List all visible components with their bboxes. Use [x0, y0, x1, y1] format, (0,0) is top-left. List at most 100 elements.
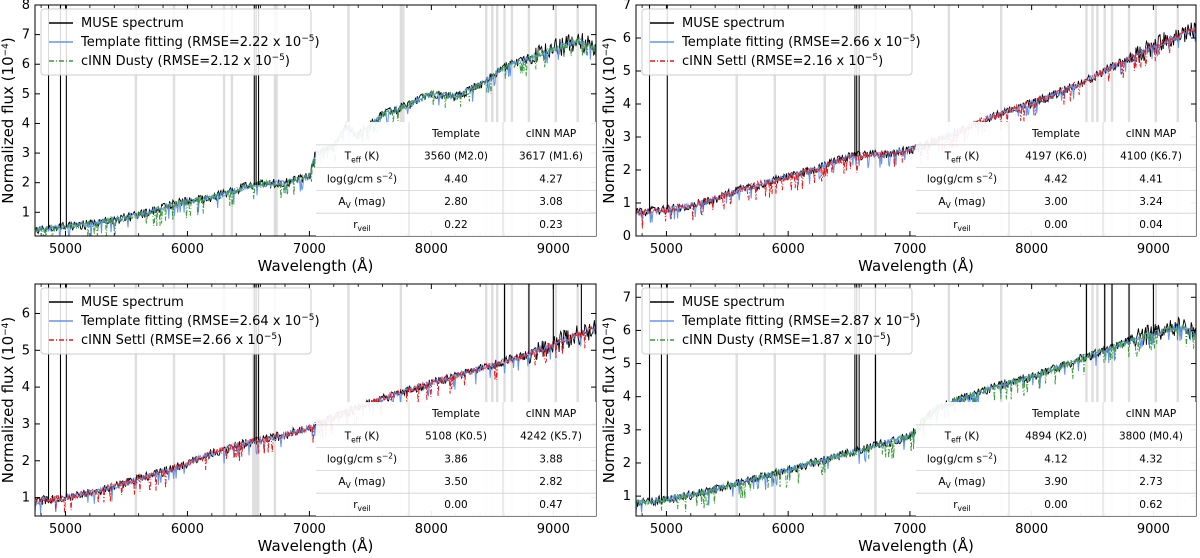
masked-band [1000, 284, 1003, 516]
table-cinn-value: 3800 (M0.4) [1119, 431, 1183, 443]
table-cinn-value: 3.88 [539, 453, 562, 465]
table-cinn-value: 3.08 [539, 196, 562, 208]
axes-frame [34, 4, 597, 237]
x-tick-label: 6000 [772, 242, 805, 257]
table-template-value: 4.40 [444, 173, 467, 185]
y-tick-label: 6 [22, 57, 30, 72]
legend: MUSE spectrum Template fitting (RMSE=2.22… [40, 8, 320, 76]
x-axis-label: Wavelength (Å) [258, 536, 374, 554]
table-background [316, 122, 596, 236]
y-tick-label: 5 [22, 87, 30, 102]
table-param-label: Teff (K) [344, 431, 380, 445]
table-param-label: AV (mag) [338, 476, 385, 490]
x-tick-label: 8000 [415, 242, 448, 257]
x-tick-label: 7000 [293, 522, 326, 537]
x-tick-label: 9000 [537, 522, 570, 537]
table-template-value: 0.00 [444, 499, 467, 511]
y-tick-label: 1 [623, 489, 631, 504]
plot-area [35, 284, 596, 516]
x-tick-label: 5000 [49, 242, 82, 257]
parameter-table: Template cINN MAP Teff (K) 5108 (K0.5) 4242 … [316, 402, 596, 516]
table-background [916, 122, 1196, 236]
y-tick-label: 3 [623, 423, 631, 438]
x-tick-label: 9000 [1137, 242, 1170, 257]
legend-label: MUSE spectrum [682, 16, 785, 31]
chart-panel-top-right: 5000 6000 7000 8000 9000 0 1 2 3 4 5 6 7 Wavelength (… [600, 0, 1197, 275]
legend-label: Template fitting (RMSE=2.22 x 10−5) [80, 34, 320, 50]
table-cinn-value: 4100 (K6.7) [1120, 151, 1182, 163]
x-tick-label: 7000 [293, 242, 326, 257]
x-tick-label: 5000 [49, 522, 82, 537]
parameter-table: Template cINN MAP Teff (K) 4197 (K6.0) 4100 … [916, 122, 1196, 236]
y-tick-label: 7 [623, 290, 631, 305]
table-template-value: 3.90 [1044, 476, 1067, 488]
masked-band [252, 284, 255, 516]
masked-band [347, 284, 350, 516]
x-axis-label: Wavelength (Å) [858, 256, 974, 275]
masked-band [1176, 5, 1179, 236]
legend-label: cINN Settl (RMSE=2.66 x 10−5) [81, 332, 282, 348]
legend-box [40, 8, 312, 76]
masked-band [273, 284, 277, 516]
x-tick-label: 6000 [171, 242, 204, 257]
masked-band [1096, 284, 1099, 516]
masked-band [347, 5, 350, 236]
x-tick-label: 8000 [1015, 522, 1048, 537]
masked-band [735, 5, 738, 236]
masked-band [773, 284, 776, 516]
y-tick-label: 2 [22, 454, 30, 469]
table-template-value: 4894 (K2.0) [1025, 431, 1087, 443]
table-cinn-value: 3.24 [1139, 196, 1163, 208]
y-tick-label: 4 [623, 97, 631, 112]
x-tick-label: 9000 [537, 242, 570, 257]
table-template-value: 4.42 [1044, 173, 1067, 185]
masked-band [399, 5, 403, 236]
masked-band [1091, 284, 1094, 516]
axes-frame [34, 283, 597, 517]
y-tick-label: 5 [623, 357, 631, 372]
masked-band [1085, 5, 1088, 236]
masked-band [576, 284, 579, 516]
masked-band [773, 5, 776, 236]
x-tick-label: 6000 [772, 522, 805, 537]
table-template-value: 3.50 [444, 476, 467, 488]
y-tick-label: 0 [623, 229, 631, 244]
y-tick-label: 3 [22, 417, 30, 432]
table-template-value: 0.00 [1044, 219, 1067, 231]
parameter-table: Template cINN MAP Teff (K) 3560 (M2.0) 3617 … [316, 122, 596, 236]
table-param-label: log(g/cm s−2) [327, 451, 397, 465]
table-param-label: rveil [353, 499, 371, 513]
series-cinn-model [35, 325, 596, 513]
table-cinn-value: 2.73 [1139, 476, 1162, 488]
series-cinn-model [35, 36, 596, 236]
x-tick-label: 9000 [1137, 522, 1170, 537]
legend: MUSE spectrum Template fitting (RMSE=2.87… [641, 287, 921, 355]
table-header: cINN MAP [1126, 128, 1177, 140]
y-axis-label: Normalized flux (10−4) [600, 317, 618, 484]
table-header: Template [431, 408, 480, 420]
masked-band [1103, 5, 1106, 236]
masked-band [222, 5, 226, 236]
table-template-value: 0.00 [1044, 499, 1067, 511]
masked-band [222, 284, 226, 516]
table-param-label: AV (mag) [338, 196, 385, 210]
masked-band [273, 5, 277, 236]
masked-band [527, 5, 531, 236]
legend-label: Template fitting (RMSE=2.64 x 10−5) [80, 313, 320, 329]
y-tick-label: 1 [22, 491, 30, 506]
table-param-label: rveil [953, 219, 971, 233]
y-tick-label: 1 [623, 196, 631, 211]
masked-band [823, 284, 826, 516]
series-muse-spectrum [35, 320, 596, 506]
y-tick-label: 8 [22, 0, 30, 13]
y-tick-label: 4 [22, 380, 30, 395]
y-tick-label: 6 [22, 306, 30, 321]
y-tick-label: 2 [22, 176, 30, 191]
y-tick-label: 6 [623, 31, 631, 46]
masked-band [1176, 284, 1179, 516]
y-tick-label: 7 [623, 0, 631, 13]
table-param-label: AV (mag) [938, 476, 985, 490]
legend-label: MUSE spectrum [81, 295, 184, 310]
table-cinn-value: 3617 (M1.6) [519, 151, 583, 163]
